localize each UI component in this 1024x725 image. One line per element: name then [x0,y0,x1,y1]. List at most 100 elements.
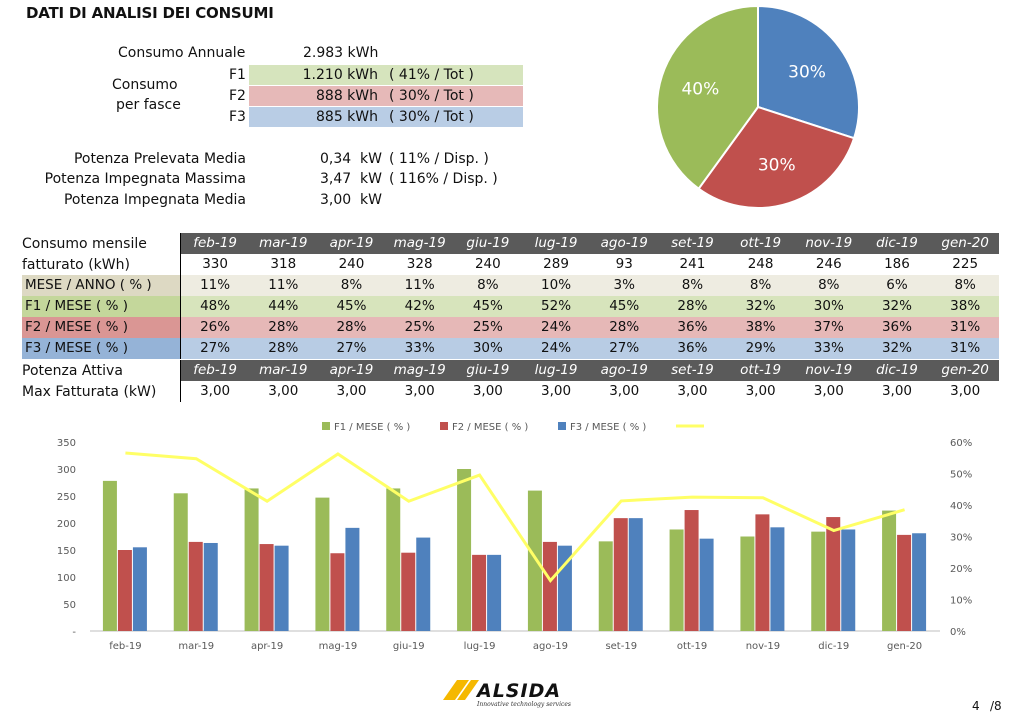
x-tick-label: giu-19 [393,641,425,652]
per-band-label-1: Consumo [112,77,178,93]
table-cell: 8% [818,277,840,293]
table-cell: 27% [609,340,640,356]
band-f3-kwh: 885 kWh [316,109,378,125]
table-cell: 38% [745,319,776,335]
table-cell: set-19 [671,362,714,378]
power-value-2: 3,47 [320,171,352,187]
table-cell: ott-19 [740,235,782,251]
table-cell: 8% [477,277,499,293]
power-value-1: 0,34 [320,151,352,167]
bar-f3 [274,545,289,631]
table-cell: 48% [200,298,231,314]
table-cell: giu-19 [466,235,510,251]
band-f2-kwh: 888 kWh [316,88,378,104]
table-cell: nov-19 [805,362,853,378]
y2-tick-label: 10% [950,596,972,607]
x-tick-label: feb-19 [109,641,141,652]
table-cell: mag-19 [393,235,446,251]
table-cell: 3,00 [745,383,776,399]
page-total: /8 [990,699,1002,713]
y-tick-label: - [72,627,76,638]
x-tick-label: ott-19 [677,641,707,652]
power-label-2: Potenza Impegnata Massima [44,171,246,187]
power-note-1: ( 11% / Disp. ) [389,151,489,167]
table-cell: 28% [268,340,299,356]
table-cell: gen-20 [941,235,989,251]
annual-consumption-label: Consumo Annuale [118,45,246,61]
pct-row-label: F1 / MESE ( % ) [22,296,180,317]
legend-swatch [558,422,566,430]
table-cell: set-19 [671,235,714,251]
y2-tick-label: 0% [950,627,966,638]
power-unit-2: kW [360,171,382,187]
table-cell: 240 [338,256,365,272]
vertical-divider [180,296,181,317]
vertical-divider [180,317,181,338]
bar-f3 [487,554,502,631]
table-cell: 32% [881,298,912,314]
table-cell: 31% [950,319,981,335]
power-note-2: ( 116% / Disp. ) [389,171,498,187]
table-cell: 11% [404,277,435,293]
table-cell: 45% [336,298,367,314]
x-tick-label: lug-19 [464,641,496,652]
consumo-label-1: Consumo mensile [22,235,147,252]
bar-f2 [826,517,841,631]
x-tick-label: mag-19 [319,641,358,652]
pie-slice-3 [656,4,759,191]
power-label-3: Potenza Impegnata Media [63,192,246,208]
y-tick-label: 350 [57,438,76,449]
bar-f1 [882,510,897,631]
table-cell: 318 [270,256,297,272]
table-cell: 3,00 [200,383,231,399]
table-cell: 289 [543,256,569,272]
table-cell: 248 [747,256,774,272]
x-tick-label: set-19 [605,641,637,652]
y-tick-label: 200 [57,519,76,530]
potenza-label-1: Potenza Attiva [22,362,123,379]
table-cell: ago-19 [600,362,648,378]
alsida-logo: ALSIDA Innovative technology services [443,678,585,708]
power-unit-3: kW [360,192,382,208]
table-cell: 11% [200,277,231,293]
table-cell: 31% [950,340,981,356]
table-cell: lug-19 [534,235,578,251]
pie-slice-1 [757,4,860,140]
pct-row-label: F2 / MESE ( % ) [22,317,180,338]
table-cell: 186 [884,256,910,272]
y2-tick-label: 20% [950,564,972,575]
pct-row: F2 / MESE ( % ) 26% 28% 28% 25% 25% 24% 28% 36% 3… [22,317,1001,338]
table-cell: 330 [202,256,228,272]
power-unit-1: kW [360,151,382,167]
table-cell: 3% [613,277,635,293]
table-cell: 33% [813,340,844,356]
table-cell: 30% [813,298,844,314]
bar-f3 [699,538,714,631]
table-cell: 240 [474,256,501,272]
annual-consumption-value: 2.983 kWh [303,45,379,61]
table-cell: mar-19 [259,362,308,378]
table-cell: 36% [677,319,708,335]
table-cell: 8% [954,277,976,293]
bar-f1 [102,480,117,631]
vertical-divider [180,381,181,402]
pct-row-label: MESE / ANNO ( % ) [22,275,180,296]
table-cell: 8% [681,277,704,293]
table-cell: 328 [406,256,433,272]
table-cell: 25% [472,319,503,335]
table-cell: gen-20 [941,362,989,378]
band-f1-code: F1 [229,67,246,83]
bar-f2 [613,518,628,631]
band-f2-bar [249,86,523,106]
y2-tick-label: 60% [950,438,972,449]
table-cell: feb-19 [193,362,237,378]
table-cell: lug-19 [534,362,578,378]
table-cell: apr-19 [329,235,374,251]
pct-row: F1 / MESE ( % ) 48% 44% 45% 42% 45% 52% 45% 28% 3… [22,296,1001,317]
table-cell: 24% [541,340,572,356]
band-f2-code: F2 [229,88,246,104]
bar-f3 [132,547,147,631]
bar-f3 [770,527,785,631]
table-cell: 24% [541,319,572,335]
band-f3-code: F3 [229,109,246,125]
